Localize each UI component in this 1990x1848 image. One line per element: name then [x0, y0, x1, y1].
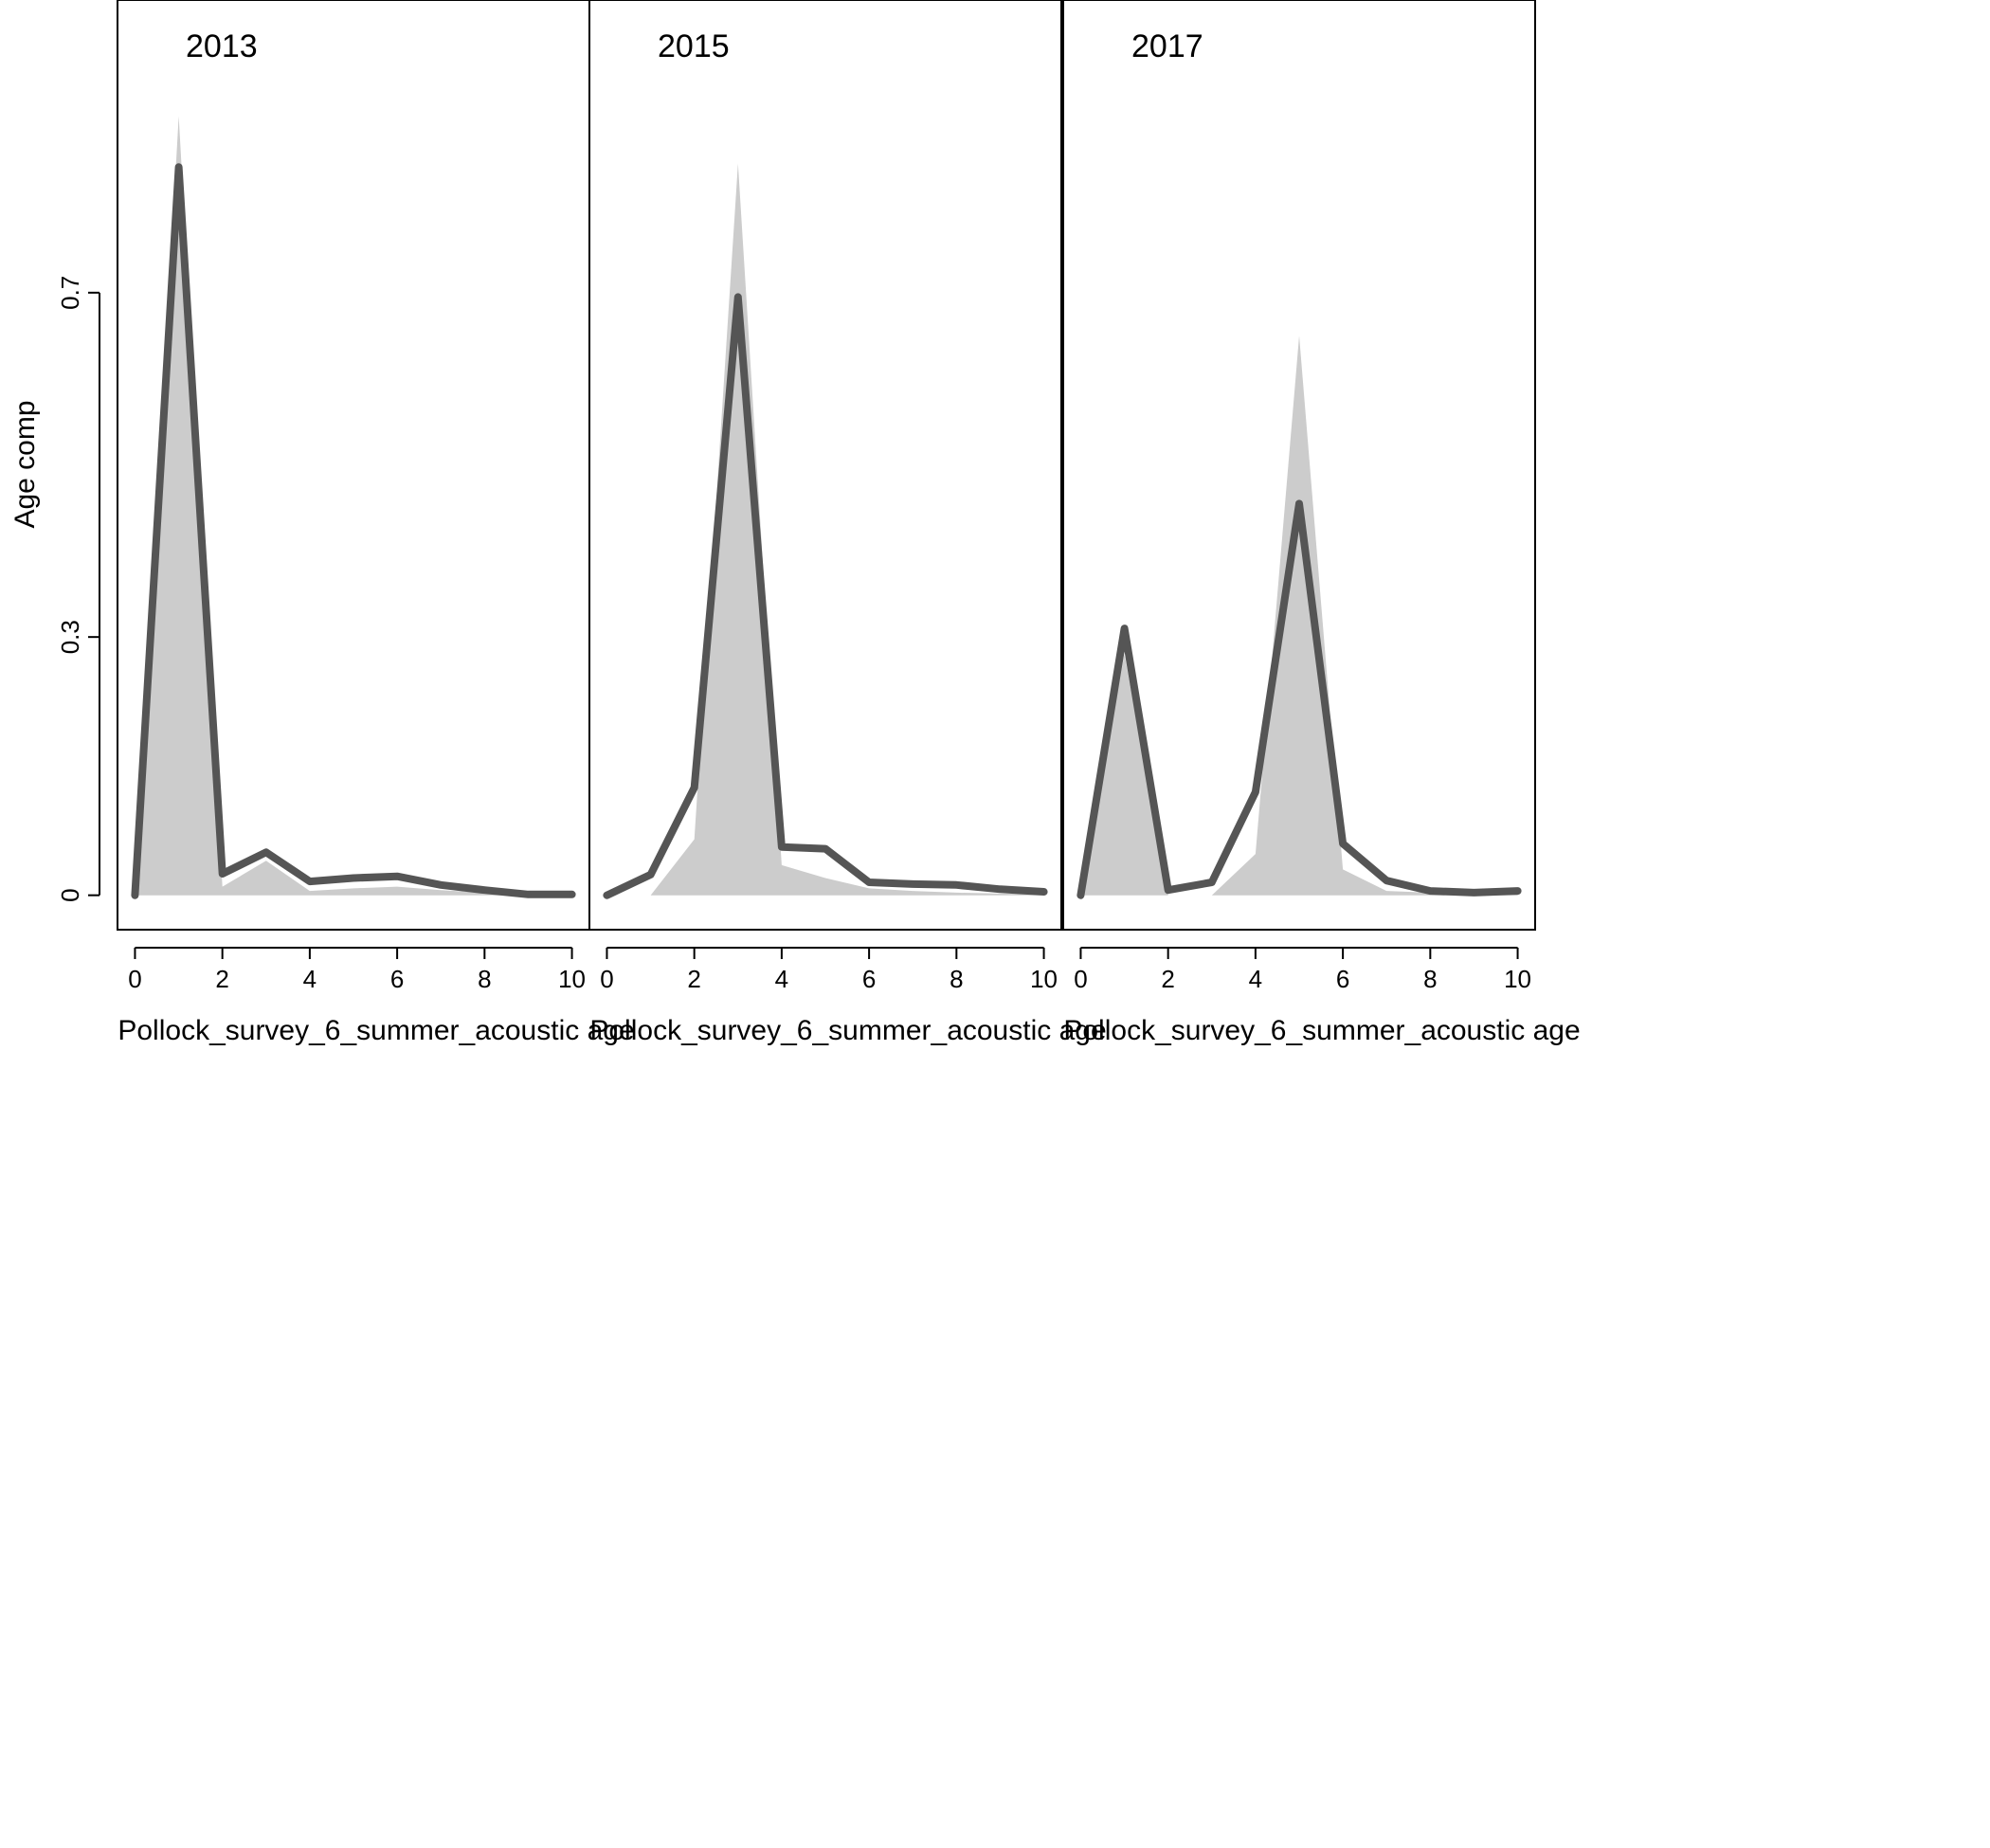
observed-area: [606, 163, 1044, 896]
expected-point: [778, 843, 785, 850]
x-tick-label: 0: [600, 965, 613, 993]
expected-point: [953, 881, 960, 888]
expected-point: [1208, 879, 1215, 886]
panel-2013: 2013 0 2 4 6 8 10 Pollock_survey_6_summer_acous…: [117, 0, 635, 1046]
panel-title: 2017: [1131, 28, 1203, 64]
x-tick-label: 6: [862, 965, 876, 993]
x-tick-label: 10: [558, 965, 586, 993]
expected-point: [132, 892, 138, 898]
x-tick-label: 8: [1423, 965, 1437, 993]
expected-point: [438, 881, 444, 888]
x-tick-label: 2: [687, 965, 700, 993]
x-tick-label: 2: [215, 965, 228, 993]
panel-2017: 2017 0 2 4 6 8 10 Pollock_survey_6_summer_acous…: [1062, 0, 1581, 1046]
x-tick-label: 6: [1336, 965, 1349, 993]
expected-point: [604, 892, 610, 898]
y-tick-label: 0.3: [56, 620, 84, 654]
expected-point: [647, 871, 654, 878]
panel-title: 2013: [186, 28, 258, 64]
expected-point: [1040, 889, 1047, 896]
expected-point: [691, 785, 697, 791]
panel-title: 2015: [658, 28, 730, 64]
expected-point: [1427, 888, 1434, 895]
expected-point: [219, 870, 226, 877]
expected-point: [1340, 841, 1347, 847]
expected-point: [306, 879, 313, 885]
x-tick-label: 8: [950, 965, 963, 993]
expected-point: [394, 873, 401, 879]
y-tick-label: 0.7: [56, 276, 84, 310]
expected-point: [525, 891, 532, 897]
expected-point: [1384, 878, 1390, 884]
panel-2015: 2015 0 2 4 6 8 10 Pollock_survey_6_summer_acous…: [588, 0, 1107, 1046]
observed-area: [1080, 335, 1518, 896]
x-tick-label: 10: [1030, 965, 1058, 993]
y-axis-title: Age comp: [9, 400, 41, 528]
x-axis-title: Pollock_survey_6_summer_acoustic age: [1063, 1015, 1580, 1046]
x-tick-label: 0: [1074, 965, 1087, 993]
panel-frame: [1062, 0, 1536, 931]
x-tick-label: 4: [303, 965, 317, 993]
expected-point: [1121, 625, 1128, 632]
expected-point: [1077, 892, 1084, 898]
expected-point: [1252, 788, 1258, 795]
expected-point: [1165, 887, 1171, 894]
x-tick-label: 0: [128, 965, 141, 993]
expected-point: [1296, 500, 1302, 507]
x-tick-label: 2: [1161, 965, 1174, 993]
panel-frame: [588, 0, 1062, 931]
expected-point: [351, 875, 356, 881]
expected-point: [481, 887, 488, 894]
expected-point: [997, 886, 1004, 893]
x-tick-label: 4: [1249, 965, 1262, 993]
expected-point: [866, 879, 873, 886]
expected-point: [1514, 888, 1521, 895]
x-tick-label: 6: [390, 965, 404, 993]
x-axis-title: Pollock_survey_6_summer_acoustic age: [589, 1015, 1106, 1046]
expected-point: [175, 164, 182, 171]
y-tick-label: 0: [56, 888, 84, 901]
x-tick-label: 8: [478, 965, 491, 993]
expected-point: [569, 891, 575, 897]
expected-point: [910, 880, 916, 887]
expected-point: [1471, 889, 1477, 896]
expected-point: [262, 849, 269, 856]
expected-point: [734, 294, 741, 300]
x-tick-label: 10: [1504, 965, 1531, 993]
expected-point: [823, 845, 828, 852]
expected-line: [603, 293, 1048, 899]
x-axis-title: Pollock_survey_6_summer_acoustic age: [118, 1015, 634, 1046]
x-tick-label: 4: [775, 965, 788, 993]
